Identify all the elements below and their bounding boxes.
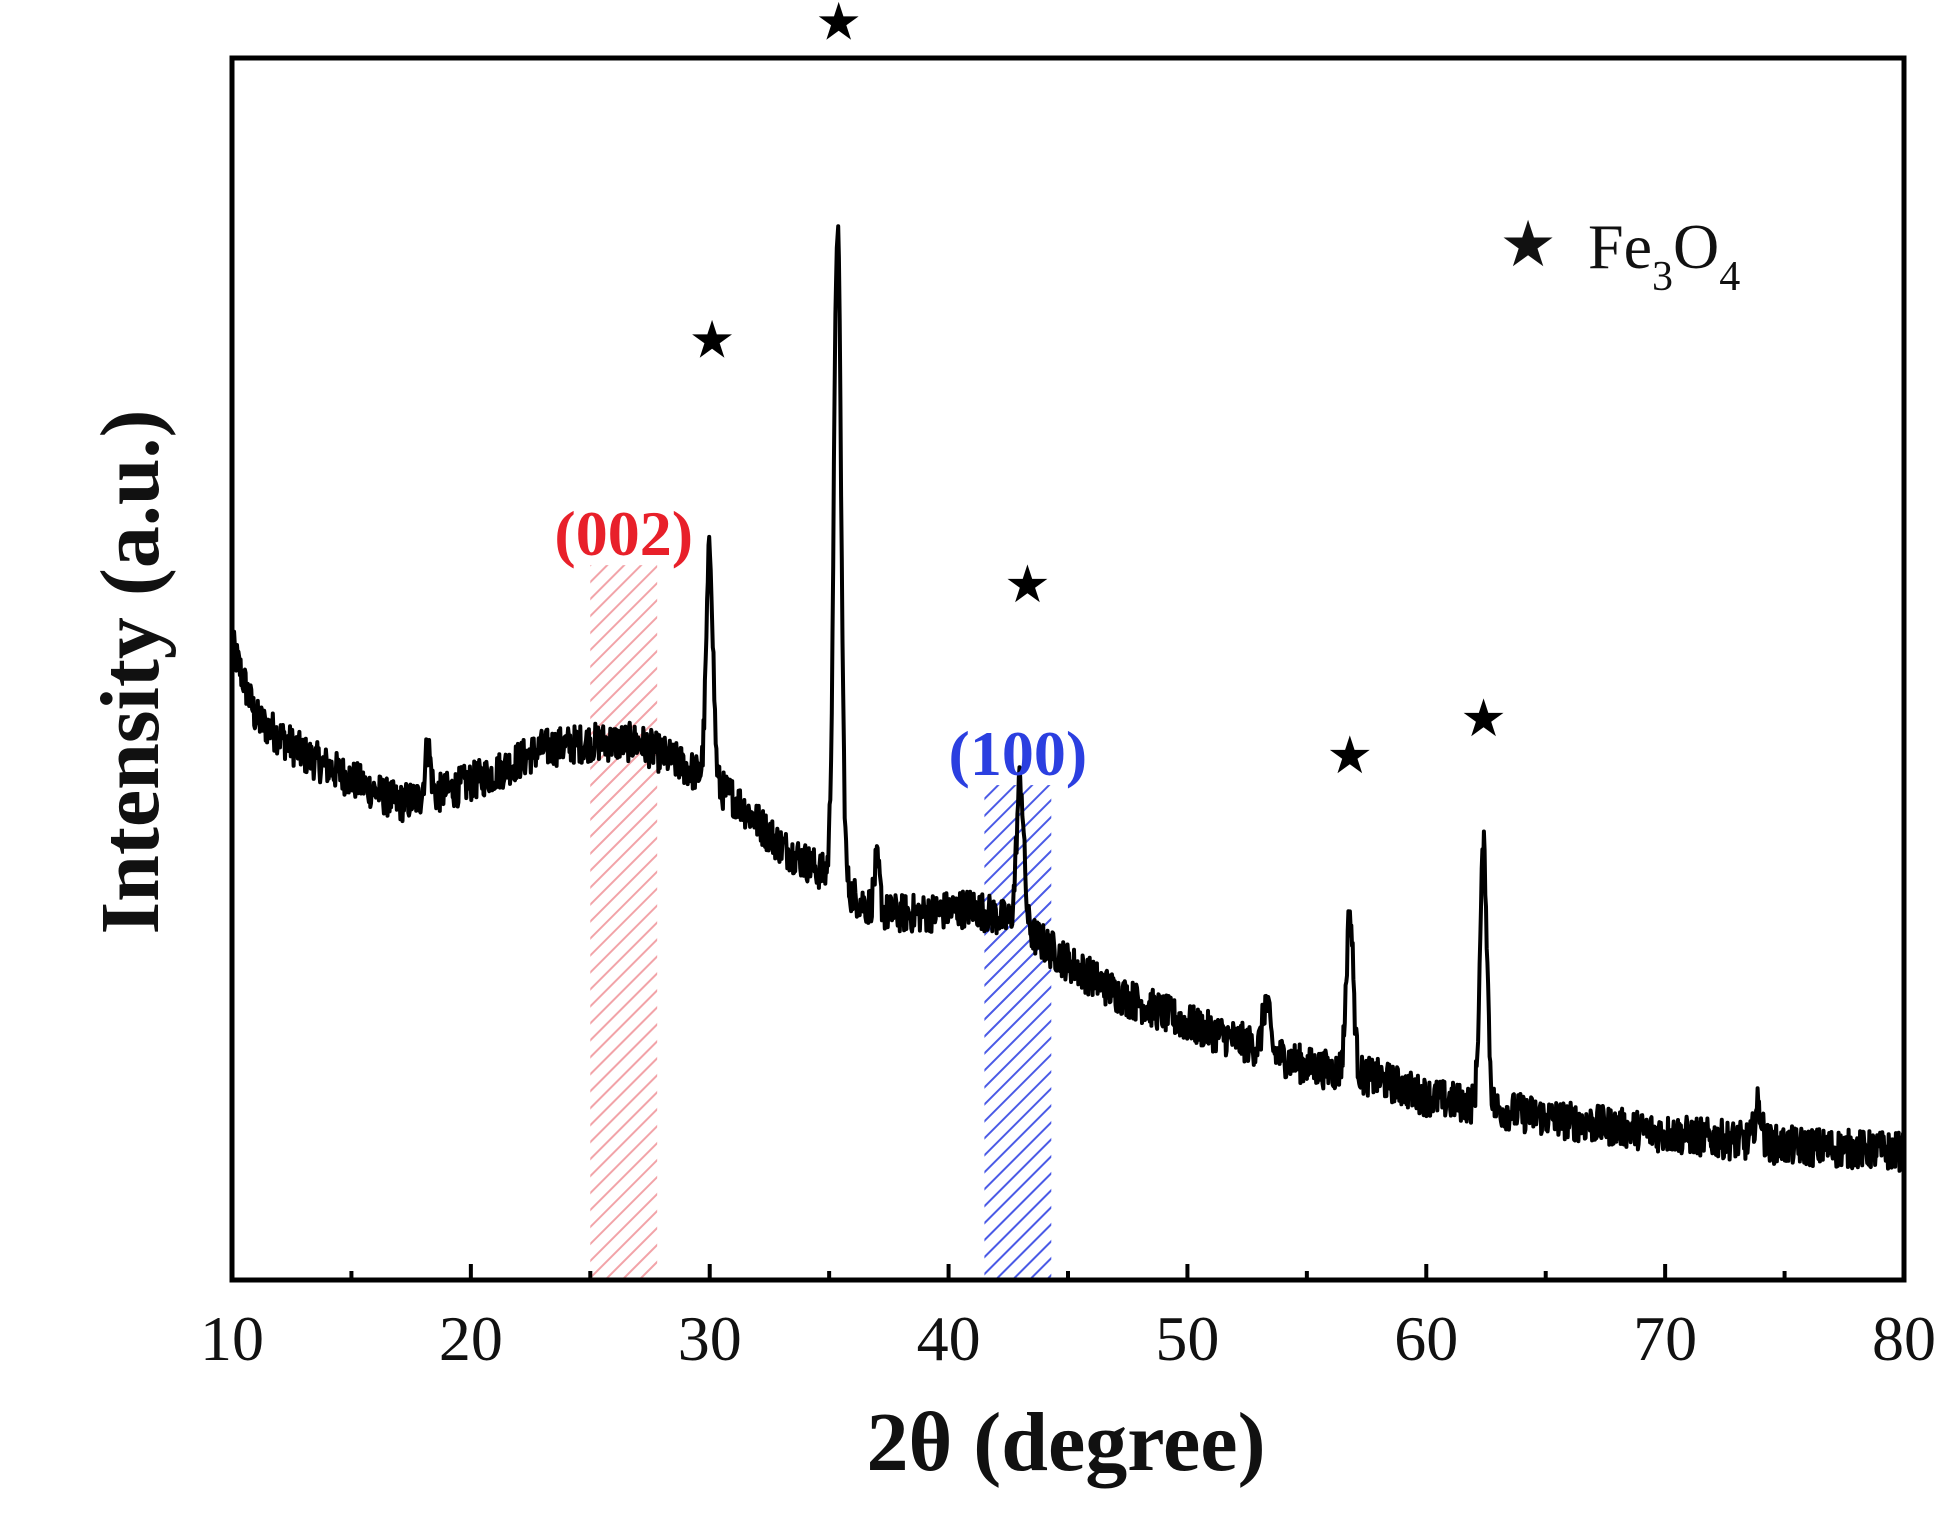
peak-star-icon-4: ★ xyxy=(1327,728,1374,785)
legend-element-o: O xyxy=(1673,211,1719,282)
hkl-label-002: (002) xyxy=(554,498,693,569)
region-100 xyxy=(984,785,1052,1280)
region-002 xyxy=(590,565,658,1280)
x-tick-label-70: 70 xyxy=(1633,1303,1697,1374)
plot-frame xyxy=(229,55,1907,1283)
peak-star-icon-3: ★ xyxy=(1004,557,1051,614)
legend-star-icon: ★ xyxy=(1499,209,1556,280)
x-axis-ticks: 10 20 30 40 50 60 70 80 xyxy=(200,1264,1936,1374)
legend-element-fe: Fe xyxy=(1588,211,1652,282)
hkl-label-100: (100) xyxy=(949,718,1088,789)
x-axis-title: 2θ (degree) xyxy=(866,1396,1265,1489)
legend: ★ Fe3O4 xyxy=(1499,209,1740,300)
peak-star-icon-5: ★ xyxy=(1460,691,1507,748)
series-layer xyxy=(230,224,1906,1173)
x-tick-label-10: 10 xyxy=(200,1303,264,1374)
peak-star-icon-1: ★ xyxy=(689,312,736,369)
legend-subscript-4: 4 xyxy=(1719,254,1740,300)
peak-markers: ★ ★ ★ ★ ★ (002) (100) xyxy=(554,0,1507,789)
x-tick-label-80: 80 xyxy=(1872,1303,1936,1374)
legend-label: Fe3O4 xyxy=(1588,211,1740,300)
x-tick-label-30: 30 xyxy=(678,1303,742,1374)
shaded-regions xyxy=(590,565,1052,1280)
xrd-series-line xyxy=(230,224,1906,1173)
x-tick-label-50: 50 xyxy=(1155,1303,1219,1374)
x-tick-label-40: 40 xyxy=(917,1303,981,1374)
x-tick-label-60: 60 xyxy=(1394,1303,1458,1374)
peak-star-icon-2: ★ xyxy=(815,0,862,52)
legend-subscript-3: 3 xyxy=(1652,254,1673,300)
y-axis-title: Intensity (a.u.) xyxy=(84,409,177,934)
x-tick-label-20: 20 xyxy=(439,1303,503,1374)
